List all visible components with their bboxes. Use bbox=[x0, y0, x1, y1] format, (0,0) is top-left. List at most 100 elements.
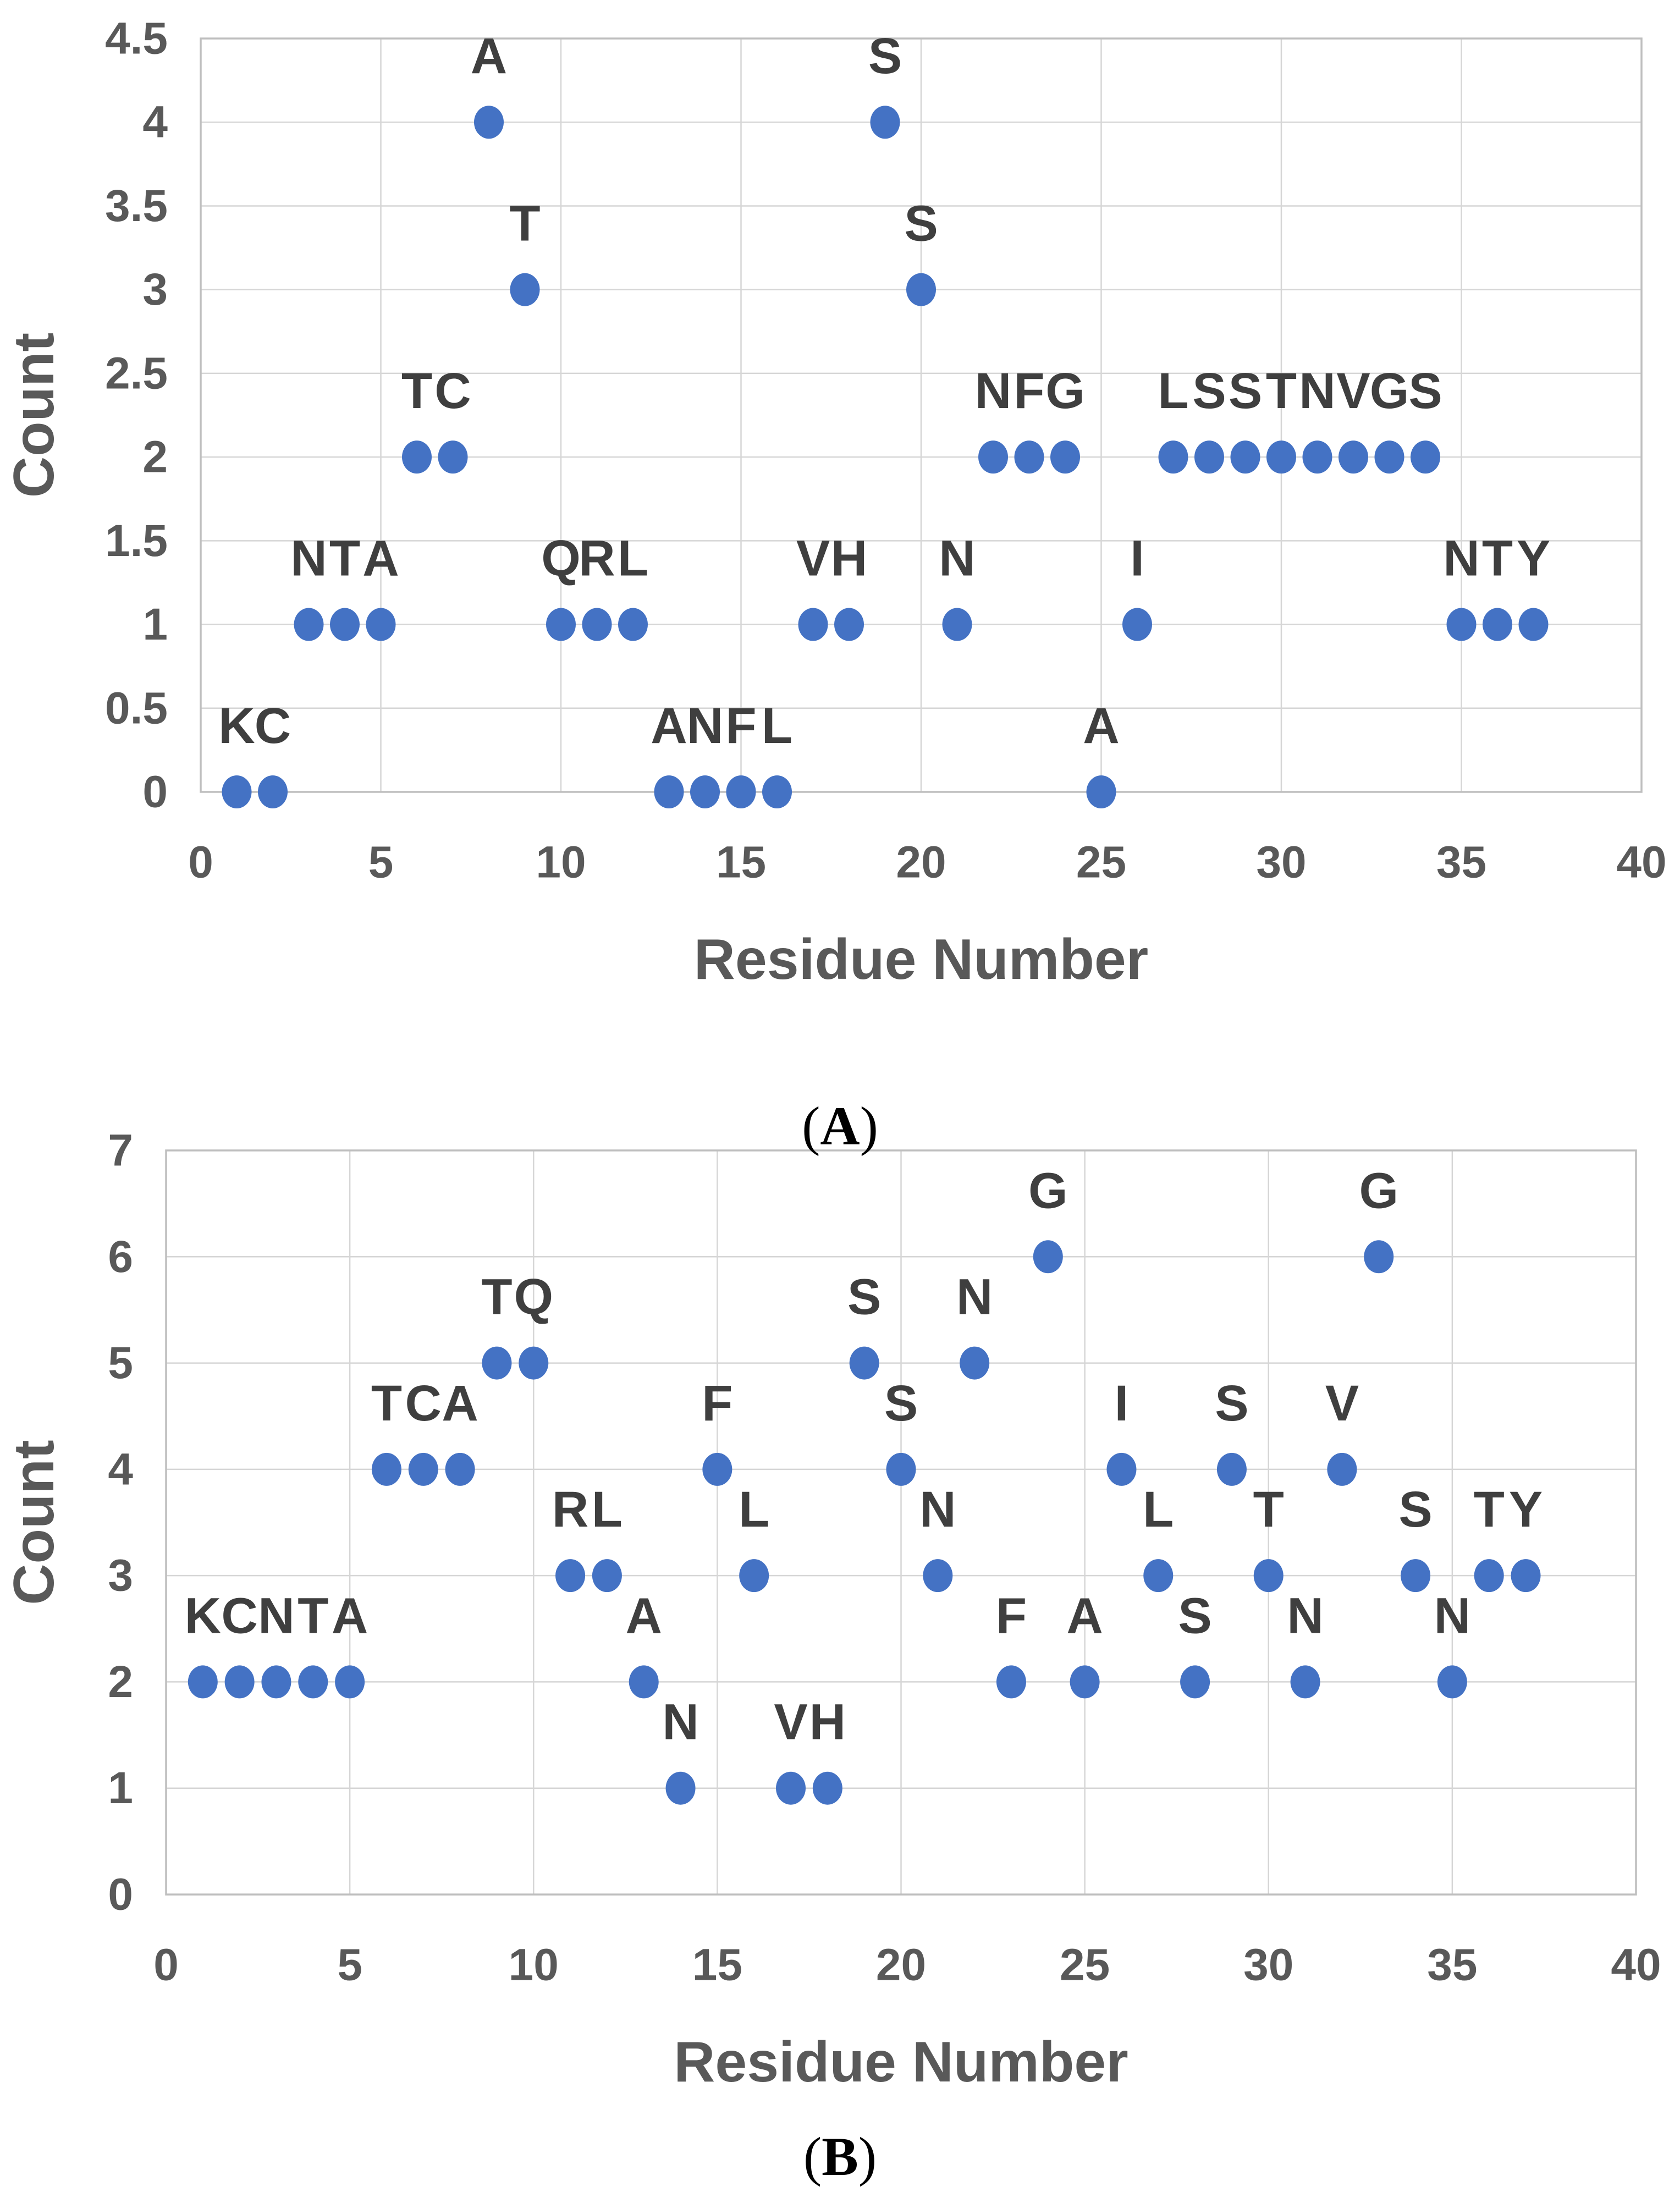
y-tick-label: 5 bbox=[108, 1338, 133, 1388]
point-letter-label: S bbox=[884, 1375, 918, 1431]
data-point bbox=[798, 608, 828, 641]
x-tick-label: 35 bbox=[1427, 1940, 1477, 1990]
point-letter-label: G bbox=[1359, 1163, 1398, 1219]
data-point bbox=[402, 440, 432, 474]
y-tick-label: 2 bbox=[142, 432, 168, 482]
data-point bbox=[1106, 1452, 1137, 1486]
point-letter-label: T bbox=[298, 1588, 328, 1644]
point-letter-label: T bbox=[1474, 1481, 1505, 1538]
data-point bbox=[445, 1452, 475, 1486]
point-letter-label: A bbox=[625, 1588, 662, 1644]
point-letter-label: A bbox=[1066, 1588, 1103, 1644]
point-letter-label: V bbox=[796, 531, 830, 587]
point-letter-label: A bbox=[471, 28, 507, 84]
point-letter-label: S bbox=[1408, 363, 1442, 419]
data-point bbox=[906, 273, 936, 306]
data-point bbox=[1158, 440, 1188, 474]
point-letter-label: F bbox=[725, 698, 756, 754]
data-point bbox=[1411, 440, 1440, 474]
point-letter-label: I bbox=[1130, 531, 1144, 587]
point-letter-label: V bbox=[1325, 1375, 1359, 1431]
data-point bbox=[1070, 1665, 1100, 1699]
point-letter-label: A bbox=[332, 1588, 368, 1644]
point-letter-label: N bbox=[975, 363, 1011, 419]
data-point bbox=[222, 775, 252, 808]
point-letter-label: F bbox=[996, 1588, 1027, 1644]
x-tick-label: 40 bbox=[1611, 1940, 1661, 1990]
point-letter-label: G bbox=[1028, 1163, 1068, 1219]
data-point bbox=[592, 1559, 622, 1593]
x-tick-label: 0 bbox=[153, 1940, 179, 1990]
data-point bbox=[555, 1559, 586, 1593]
data-point bbox=[519, 1346, 549, 1380]
x-tick-label: 5 bbox=[337, 1940, 362, 1990]
data-point bbox=[188, 1665, 218, 1699]
data-point bbox=[849, 1346, 879, 1380]
point-letter-label: Y bbox=[1509, 1481, 1543, 1538]
data-point bbox=[1374, 440, 1404, 474]
x-tick-label: 25 bbox=[1076, 838, 1126, 888]
caption-b-open: ( bbox=[803, 2126, 822, 2187]
data-point bbox=[629, 1665, 659, 1699]
y-tick-label: 4.5 bbox=[105, 14, 168, 64]
data-point bbox=[886, 1452, 916, 1486]
point-letter-label: L bbox=[739, 1481, 769, 1538]
point-letter-label: T bbox=[329, 531, 360, 587]
point-letter-label: A bbox=[651, 698, 687, 754]
data-point bbox=[1437, 1665, 1467, 1699]
point-letter-label: N bbox=[1287, 1588, 1323, 1644]
point-letter-label: C bbox=[405, 1375, 442, 1431]
data-point bbox=[1266, 440, 1296, 474]
x-tick-label: 35 bbox=[1436, 838, 1486, 888]
y-axis-title: Count bbox=[2, 333, 66, 498]
x-axis-title: Residue Number bbox=[674, 2030, 1128, 2094]
data-point bbox=[1474, 1559, 1504, 1593]
data-point bbox=[482, 1346, 512, 1380]
data-point bbox=[762, 775, 792, 808]
y-tick-label: 1 bbox=[108, 1763, 133, 1813]
data-point bbox=[996, 1665, 1026, 1699]
point-letter-label: S bbox=[904, 196, 938, 252]
x-axis-title: Residue Number bbox=[694, 928, 1148, 992]
x-tick-label: 15 bbox=[716, 838, 766, 888]
point-letter-label: T bbox=[481, 1269, 512, 1325]
caption-a-close: ) bbox=[860, 1095, 878, 1156]
y-tick-label: 3 bbox=[108, 1551, 133, 1601]
data-point bbox=[776, 1771, 806, 1805]
x-tick-label: 25 bbox=[1060, 1940, 1110, 1990]
panel-b: 0 1 2 3 4 5 6 7 0 5 10 15 20 25 30 35 40 Residue Number Co… bbox=[2, 1126, 1661, 2095]
data-point bbox=[960, 1346, 990, 1380]
point-letter-label: N bbox=[290, 531, 327, 587]
data-point bbox=[1327, 1452, 1357, 1486]
data-point bbox=[1180, 1665, 1210, 1699]
data-point bbox=[1194, 440, 1224, 474]
point-letter-label: T bbox=[1266, 363, 1297, 419]
point-letter-label: N bbox=[662, 1694, 698, 1750]
point-letter-label: N bbox=[1443, 531, 1479, 587]
data-point bbox=[1014, 440, 1044, 474]
point-letter-label: R bbox=[579, 531, 615, 587]
data-point bbox=[1143, 1559, 1174, 1593]
point-letter-label: N bbox=[1434, 1588, 1470, 1644]
point-letter-label: H bbox=[831, 531, 867, 587]
data-point bbox=[408, 1452, 438, 1486]
point-letter-label: N bbox=[258, 1588, 294, 1644]
data-point bbox=[1339, 440, 1368, 474]
y-tick-label: 0.5 bbox=[105, 683, 168, 733]
point-letter-label: N bbox=[1299, 363, 1335, 419]
y-tick-label: 2 bbox=[108, 1657, 133, 1707]
caption-b-close: ) bbox=[858, 2126, 877, 2187]
data-point bbox=[1302, 440, 1332, 474]
plot-border bbox=[165, 1149, 1637, 1896]
x-tick-label: 10 bbox=[509, 1940, 559, 1990]
y-tick-label: 4 bbox=[108, 1444, 133, 1494]
data-point bbox=[1446, 608, 1477, 641]
data-point bbox=[1290, 1665, 1320, 1699]
point-letter-label: H bbox=[809, 1694, 846, 1750]
data-point bbox=[371, 1452, 401, 1486]
x-tick-label: 30 bbox=[1256, 838, 1306, 888]
point-letter-label: S bbox=[847, 1269, 881, 1325]
point-letter-label: S bbox=[1178, 1588, 1211, 1644]
point-letter-label: G bbox=[1045, 363, 1085, 419]
point-letter-label: V bbox=[1336, 363, 1370, 419]
